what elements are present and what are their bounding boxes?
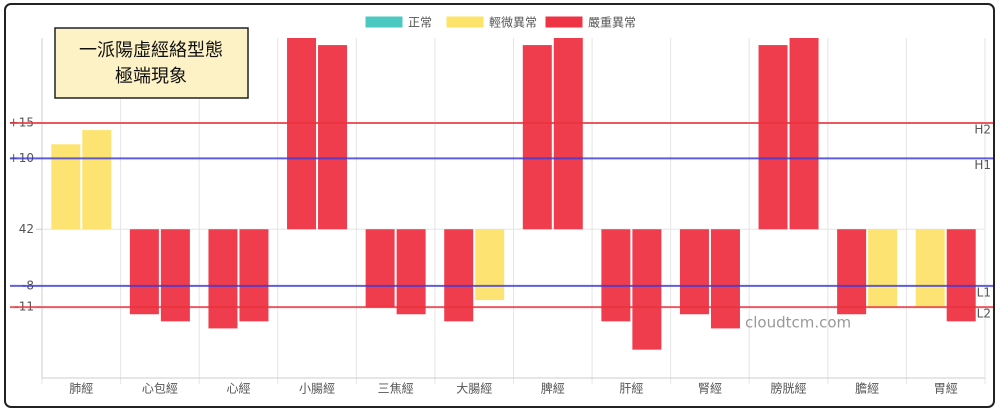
reference-label: L2 (977, 307, 991, 321)
legend-label: 嚴重異常 (588, 16, 636, 30)
bar (475, 229, 505, 301)
x-tick-label: 大腸經 (456, 382, 492, 396)
reference-label: L1 (977, 285, 991, 299)
annotation-text: 一派陽虛經絡型態 (79, 40, 223, 61)
bar (318, 45, 348, 230)
annotation-box (54, 27, 249, 99)
x-tick-label: 肺經 (69, 382, 93, 396)
bar (946, 229, 976, 322)
bar (129, 229, 159, 315)
bars (51, 38, 976, 350)
bar (522, 45, 552, 230)
bar (365, 229, 395, 308)
legend-swatch (445, 15, 485, 29)
bar (758, 45, 788, 230)
y-tick-label: 42 (19, 222, 34, 236)
bar (396, 229, 426, 315)
bar (82, 130, 112, 230)
bar (632, 229, 662, 350)
bar (789, 38, 819, 230)
bar (915, 229, 945, 308)
bar (679, 229, 709, 315)
x-tick-label: 三焦經 (378, 382, 414, 396)
watermark: cloudtcm.com (745, 314, 851, 332)
bar (601, 229, 631, 322)
x-tick-label: 胃經 (934, 382, 958, 396)
x-tick-label: 小腸經 (299, 382, 335, 396)
legend-label: 輕微異常 (489, 16, 537, 30)
bar (710, 229, 740, 329)
legend-label: 正常 (408, 16, 432, 30)
bar (239, 229, 269, 322)
reference-label: H2 (974, 123, 991, 137)
bar (287, 38, 317, 230)
bar (553, 38, 583, 230)
x-tick-label: 膀胱經 (771, 381, 807, 396)
x-tick-label: 心包經 (142, 382, 178, 396)
x-tick-label: 肝經 (619, 382, 643, 396)
bar (444, 229, 474, 322)
bar (208, 229, 238, 329)
bar (51, 144, 81, 230)
x-tick-label: 腎經 (698, 382, 722, 396)
legend-swatch (364, 15, 404, 29)
bar (160, 229, 190, 322)
annotation-text: 極端現象 (115, 66, 187, 87)
bar (868, 229, 898, 308)
x-tick-label: 膽經 (855, 381, 879, 396)
bar (837, 229, 867, 315)
x-tick-label: 心經 (226, 382, 250, 396)
reference-label: H1 (974, 158, 991, 172)
x-tick-label: 脾經 (541, 381, 565, 396)
legend-swatch (544, 15, 584, 29)
